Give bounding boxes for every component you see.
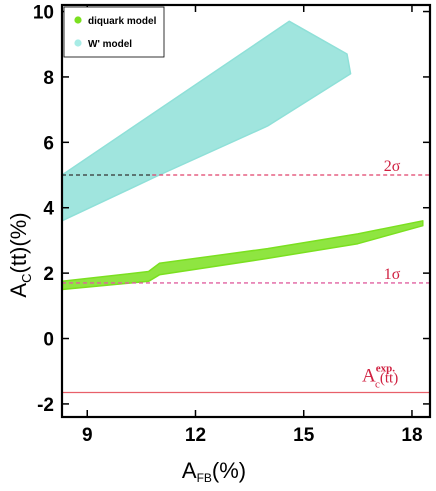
legend-box: [63, 6, 165, 58]
y-tick-label-4: 6: [43, 133, 54, 154]
x-tick-label-3: 18: [401, 425, 422, 446]
y-tick-label-2: 2: [43, 264, 54, 285]
x-tick-label-2: 15: [293, 425, 315, 446]
reference-line-label-1: 1σ: [384, 266, 401, 283]
x-axis-label: AFB(%): [182, 458, 246, 485]
reference-lines: 2σ 1σ Aexp. c(tt): [62, 158, 430, 394]
series-region-w-model: [62, 20, 352, 222]
reference-line-label-2: Aexp. c(tt): [362, 362, 398, 390]
legend: diquark model W' model: [63, 6, 165, 58]
y-tick-label-1: 0: [43, 330, 54, 351]
x-tick-label-0: 9: [82, 425, 93, 446]
y-tick-label-0: -2: [37, 395, 54, 416]
axis-ticks: 9 12 15 18 -2 0 2 4 6 8 10: [33, 3, 430, 446]
plot-frame: [60, 3, 432, 419]
reference-line-label-0: 2σ: [384, 158, 401, 175]
legend-marker-0: [74, 16, 82, 24]
series-region-diquark-model: [62, 220, 424, 291]
y-tick-label-5: 8: [43, 68, 54, 89]
legend-label-1: W' model: [88, 39, 132, 50]
legend-label-0: diquark model: [88, 16, 157, 27]
y-axis-label: AC(tt)(%): [6, 212, 34, 297]
series-layer: [62, 20, 424, 291]
legend-marker-1: [74, 39, 82, 47]
y-tick-label-6: 10: [33, 3, 54, 24]
y-tick-label-3: 4: [43, 199, 54, 220]
x-tick-label-1: 12: [185, 425, 206, 446]
